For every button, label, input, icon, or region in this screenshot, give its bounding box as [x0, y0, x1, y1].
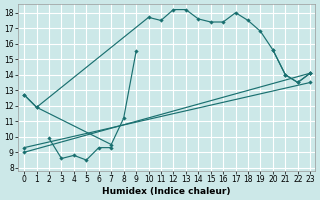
X-axis label: Humidex (Indice chaleur): Humidex (Indice chaleur) — [102, 187, 231, 196]
